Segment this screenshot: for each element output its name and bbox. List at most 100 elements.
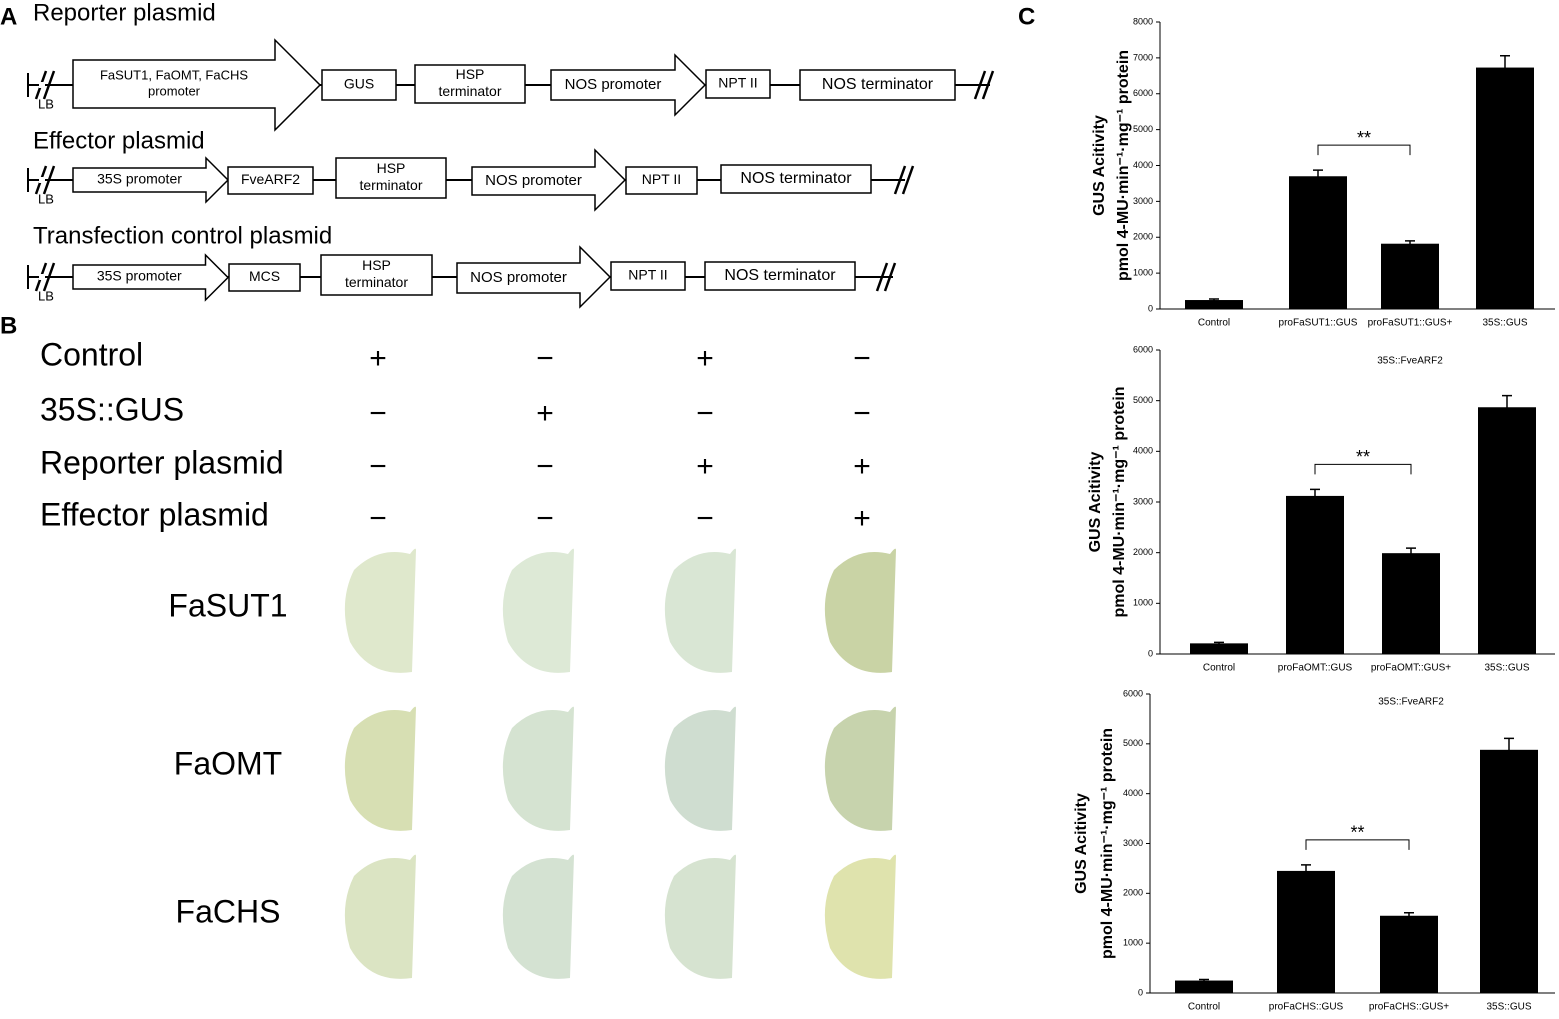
element-box bbox=[227, 166, 314, 195]
y-axis-label: GUS Acitivity bbox=[1091, 115, 1108, 216]
element-label: promoter bbox=[148, 83, 201, 98]
sign: − bbox=[369, 450, 387, 483]
break-mark bbox=[883, 262, 897, 292]
error-bar bbox=[1504, 737, 1514, 762]
x-tick-label: proFaOMT::GUS bbox=[1278, 663, 1353, 674]
break-mark bbox=[875, 262, 889, 292]
break-mark bbox=[42, 165, 56, 195]
element-label: terminator bbox=[345, 274, 408, 290]
error-bar bbox=[1502, 394, 1512, 419]
element-box bbox=[704, 261, 856, 291]
sign: − bbox=[369, 397, 387, 430]
sign: + bbox=[369, 342, 387, 375]
y-tick-label: 6000 bbox=[1123, 688, 1143, 698]
y-tick-label: 0 bbox=[1148, 303, 1153, 313]
promoter-arrow bbox=[550, 53, 707, 117]
row-label: 35S::GUS bbox=[40, 391, 184, 427]
bar bbox=[1286, 495, 1344, 654]
x-tick-label: proFaCHS::GUS bbox=[1269, 1002, 1344, 1013]
plasmid-title: Reporter plasmid bbox=[33, 0, 216, 26]
promoter-arrow bbox=[456, 245, 612, 309]
element-box bbox=[705, 69, 771, 99]
bar bbox=[1185, 300, 1243, 309]
y-tick-label: 0 bbox=[1138, 987, 1143, 997]
x-tick-label: proFaSUT1::GUS bbox=[1279, 318, 1358, 329]
y-tick-label: 0 bbox=[1148, 648, 1153, 658]
error-bar bbox=[1405, 240, 1415, 247]
bar bbox=[1478, 407, 1536, 654]
element-label: HSP bbox=[362, 257, 391, 273]
plasmid-title: Effector plasmid bbox=[33, 127, 205, 154]
leaf-image bbox=[664, 548, 736, 673]
element-label: FaSUT1, FaOMT, FaCHS bbox=[100, 67, 248, 82]
sign: − bbox=[853, 397, 871, 430]
y-axis-label: pmol 4-MU·min⁻¹·mg⁻¹ protein bbox=[1111, 386, 1128, 617]
sign: − bbox=[696, 502, 714, 535]
y-tick-label: 6000 bbox=[1133, 88, 1153, 98]
element-box bbox=[625, 166, 698, 195]
leaf-image bbox=[824, 548, 896, 673]
y-tick-label: 2000 bbox=[1133, 547, 1153, 557]
break-mark bbox=[973, 70, 987, 100]
y-tick-label: 4000 bbox=[1133, 160, 1153, 170]
element-box bbox=[320, 254, 433, 296]
x-tick-label: proFaOMT::GUS+ bbox=[1371, 663, 1451, 674]
sign: − bbox=[853, 342, 871, 375]
y-tick-label: 6000 bbox=[1133, 344, 1153, 354]
sign: + bbox=[536, 397, 554, 430]
element-label: MCS bbox=[249, 268, 280, 284]
leaf-image bbox=[502, 706, 574, 831]
error-bar bbox=[1199, 978, 1209, 982]
leaf-row-label: FaOMT bbox=[174, 745, 282, 781]
promoter-arrow bbox=[72, 38, 322, 132]
lb-label: LB bbox=[38, 191, 54, 206]
element-label: NOS terminator bbox=[724, 267, 836, 284]
leaf-image bbox=[344, 706, 416, 831]
element-label: FveARF2 bbox=[241, 171, 300, 187]
x-tick-label: 35S::GUS bbox=[1482, 318, 1527, 329]
significance-label: ** bbox=[1350, 823, 1364, 843]
element-box bbox=[228, 263, 301, 292]
break-mark bbox=[901, 165, 915, 195]
significance-label: ** bbox=[1357, 128, 1371, 148]
leaf-image bbox=[824, 706, 896, 831]
break-mark bbox=[893, 165, 907, 195]
leaf-image bbox=[502, 548, 574, 673]
bar bbox=[1190, 643, 1248, 654]
element-box bbox=[321, 69, 397, 101]
element-label: NOS terminator bbox=[822, 76, 934, 93]
x-tick-label: 35S::FveARF2 bbox=[1377, 356, 1443, 367]
element-label: NOS terminator bbox=[740, 170, 852, 187]
element-label: NOS promoter bbox=[565, 76, 662, 93]
row-label: Reporter plasmid bbox=[40, 444, 284, 480]
leaf-row-label: FaSUT1 bbox=[168, 587, 287, 623]
element-label: 35S promoter bbox=[97, 268, 182, 284]
leaf-row-label: FaCHS bbox=[176, 893, 281, 929]
bar bbox=[1175, 980, 1233, 993]
element-label: NPT II bbox=[628, 267, 667, 283]
error-bar bbox=[1500, 54, 1510, 80]
element-box bbox=[414, 64, 526, 104]
bar bbox=[1382, 553, 1440, 654]
y-tick-label: 4000 bbox=[1123, 788, 1143, 798]
significance-bracket bbox=[1314, 463, 1412, 475]
x-tick-label: Control bbox=[1198, 318, 1230, 329]
error-bar bbox=[1214, 641, 1224, 645]
y-tick-label: 3000 bbox=[1133, 196, 1153, 206]
y-tick-label: 7000 bbox=[1133, 52, 1153, 62]
error-bar bbox=[1310, 488, 1320, 503]
element-box bbox=[610, 261, 686, 291]
leaf-image bbox=[502, 854, 574, 979]
error-bar bbox=[1313, 169, 1323, 183]
sign: + bbox=[853, 502, 871, 535]
element-box bbox=[720, 164, 872, 194]
bar bbox=[1480, 749, 1538, 993]
x-tick-label: Control bbox=[1188, 1002, 1220, 1013]
error-bar bbox=[1209, 298, 1219, 302]
x-tick-label: proFaCHS::GUS+ bbox=[1369, 1002, 1449, 1013]
y-tick-label: 8000 bbox=[1133, 16, 1153, 26]
y-axis-label: GUS Acitivity bbox=[1073, 793, 1090, 894]
y-tick-label: 3000 bbox=[1123, 838, 1143, 848]
y-tick-label: 2000 bbox=[1133, 232, 1153, 242]
break-mark bbox=[42, 70, 56, 100]
